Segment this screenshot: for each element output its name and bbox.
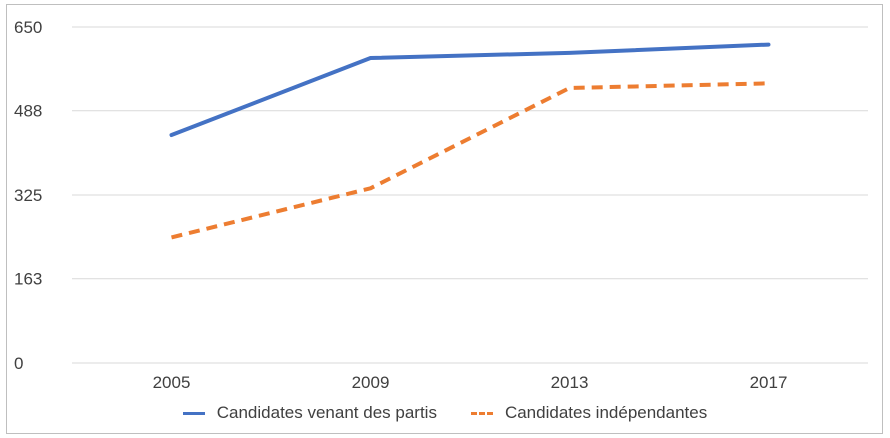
- legend: Candidates venant des partis Candidates …: [0, 398, 890, 428]
- legend-label-parties: Candidates venant des partis: [216, 403, 437, 422]
- series-line-0: [169, 42, 771, 138]
- gridlines: [72, 26, 868, 364]
- y-tick-label-1: 163: [14, 270, 42, 289]
- y-tick-label-3: 488: [14, 102, 42, 121]
- x-tick-label-0: 2005: [153, 373, 191, 392]
- x-tick-label-2: 2013: [551, 373, 589, 392]
- series-lines: [169, 42, 771, 240]
- y-axis-tick-labels: 0 163 325 488 650: [14, 18, 42, 373]
- y-tick-label-0: 0: [14, 354, 23, 373]
- y-tick-label-4: 650: [14, 18, 42, 37]
- legend-item-independents: Candidates indépendantes: [470, 403, 708, 423]
- legend-swatch-parties: [182, 411, 205, 415]
- y-tick-label-2: 325: [14, 186, 42, 205]
- x-tick-label-3: 2017: [750, 373, 788, 392]
- x-tick-label-1: 2009: [352, 373, 390, 392]
- legend-item-parties: Candidates venant des partis: [182, 403, 437, 423]
- legend-label-independents: Candidates indépendantes: [504, 403, 708, 422]
- x-axis-tick-labels: 2005 2009 2013 2017: [153, 373, 788, 392]
- series-line-1: [171, 81, 769, 240]
- legend-swatch-independents: [470, 411, 493, 415]
- chart-frame: [6, 4, 883, 434]
